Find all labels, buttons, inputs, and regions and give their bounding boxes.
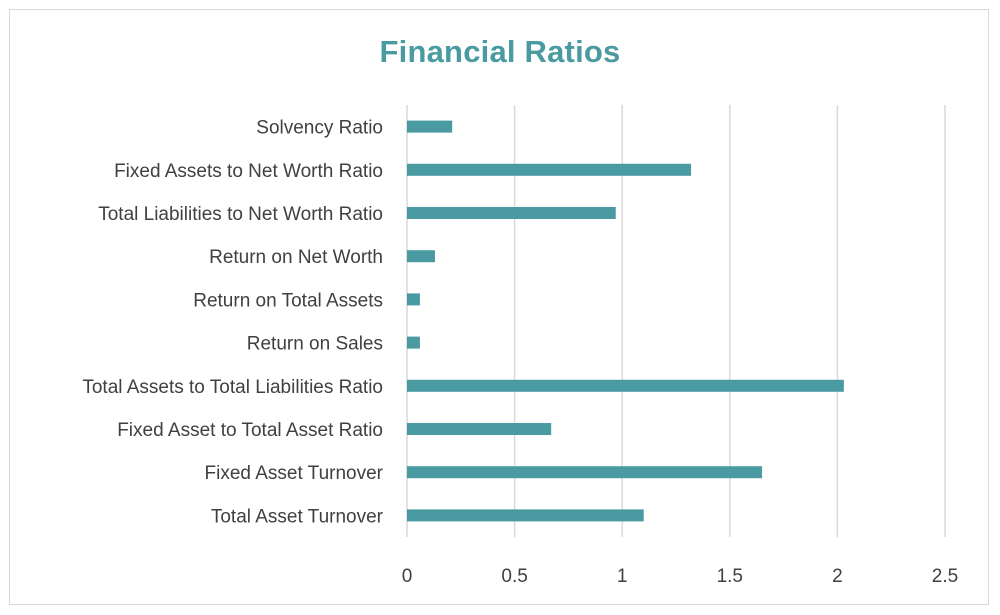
x-tick-label: 0	[402, 566, 413, 587]
category-label: Fixed Asset to Total Asset Ratio	[117, 420, 383, 441]
x-tick-label: 1	[617, 566, 628, 587]
x-tick-label: 0.5	[501, 566, 527, 587]
category-label: Total Liabilities to Net Worth Ratio	[98, 204, 383, 225]
bar	[407, 466, 763, 479]
chart-title: Financial Ratios	[379, 34, 621, 69]
bar	[407, 207, 616, 219]
bar	[407, 163, 692, 176]
category-label: Fixed Assets to Net Worth Ratio	[114, 161, 383, 182]
bar	[407, 379, 844, 392]
x-tick-label: 2	[832, 566, 843, 587]
bar	[407, 250, 435, 263]
x-tick-label: 1.5	[717, 566, 743, 587]
category-label: Total Asset Turnover	[211, 506, 384, 527]
category-label: Fixed Asset Turnover	[205, 463, 384, 484]
category-label: Return on Total Assets	[193, 290, 383, 311]
category-label: Total Assets to Total Liabilities Ratio	[82, 377, 383, 398]
bar	[407, 120, 453, 133]
bar	[407, 509, 644, 522]
category-label: Return on Net Worth	[209, 247, 383, 268]
bar	[407, 336, 420, 349]
bar	[407, 293, 420, 306]
chart-frame	[9, 9, 989, 605]
x-tick-label: 2.5	[932, 566, 958, 587]
category-label: Return on Sales	[247, 334, 383, 355]
category-label: Solvency Ratio	[256, 118, 383, 139]
bar	[407, 423, 552, 435]
